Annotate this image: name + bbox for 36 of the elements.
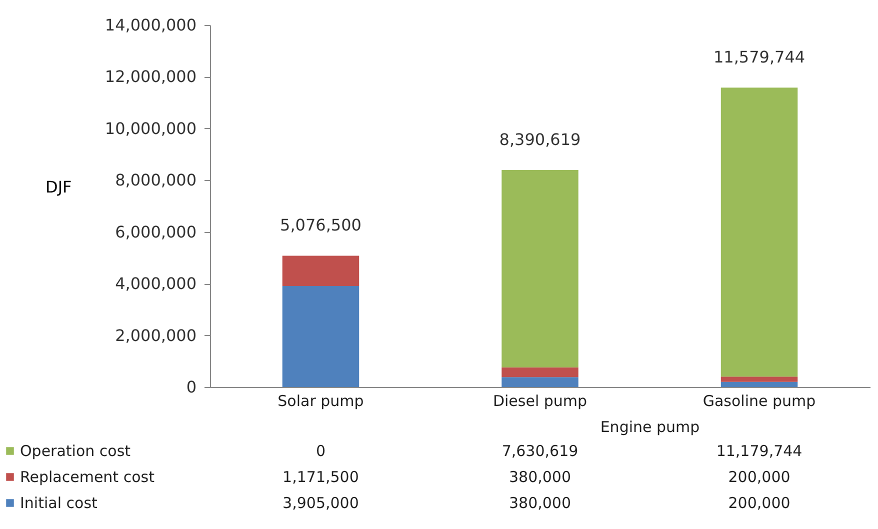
total-label: 11,579,744 [713, 48, 806, 67]
total-label: 5,076,500 [280, 216, 362, 235]
x-tick-label: Solar pump [278, 392, 364, 410]
y-tick-label: 4,000,000 [115, 274, 196, 294]
legend-label: Operation cost [20, 442, 131, 460]
data-label: 200,000 [728, 468, 790, 486]
bar [282, 256, 360, 286]
data-label: 380,000 [508, 494, 572, 512]
y-tick-label: 10,000,000 [104, 118, 196, 138]
data-label: 1,171,500 [282, 468, 359, 486]
data-label: 3,905,000 [282, 494, 359, 512]
bar [720, 376, 798, 382]
legend-label: Initial cost [20, 494, 98, 512]
total-label: 8,390,619 [499, 130, 581, 150]
bar [502, 377, 578, 387]
x-tick-label: Gasoline pump [702, 392, 816, 410]
data-label: 11,179,744 [716, 442, 802, 460]
y-tick-label: 0 [186, 378, 196, 396]
y-tick-label: 14,000,000 [104, 16, 196, 34]
y-tick-label: 12,000,000 [104, 67, 196, 86]
y-tick-label: 2,000,000 [115, 326, 196, 345]
x-tick-label: Diesel pump [492, 392, 588, 410]
data-label: 0 [316, 442, 326, 460]
data-label: 200,000 [728, 494, 790, 512]
text: Engine pump [600, 418, 700, 436]
legend-label: Replacement cost [20, 468, 155, 486]
y-tick-label: 8,000,000 [115, 170, 196, 190]
bar [720, 382, 798, 387]
bar [502, 170, 578, 368]
y-tick-label: 6,000,000 [115, 222, 196, 242]
bar [282, 286, 360, 387]
bar [720, 88, 798, 377]
y-axis-title: DJF [46, 178, 72, 196]
data-label: 7,630,619 [502, 442, 578, 460]
data-label: 380,000 [508, 468, 572, 486]
bar [502, 367, 578, 378]
